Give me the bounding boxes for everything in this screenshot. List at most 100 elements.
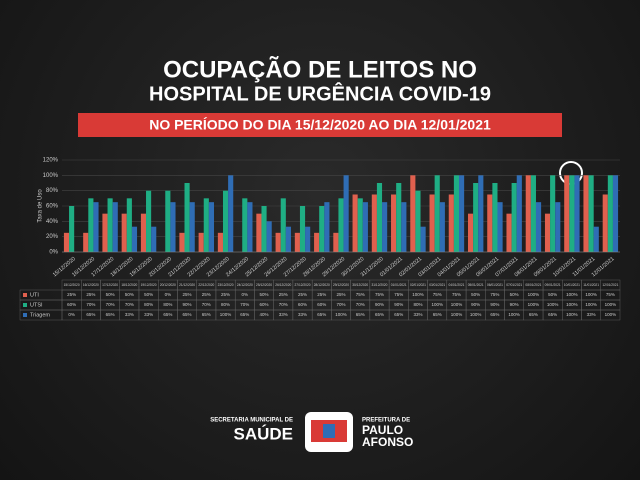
table-value: 100% bbox=[451, 302, 463, 307]
table-value: 25% bbox=[221, 292, 230, 297]
table-value: 25% bbox=[298, 292, 307, 297]
bar bbox=[165, 190, 171, 252]
table-value: 65% bbox=[317, 312, 326, 317]
table-value: 75% bbox=[394, 292, 403, 297]
bar bbox=[478, 175, 484, 252]
table-value: 100% bbox=[431, 302, 443, 307]
table-value: 65% bbox=[183, 312, 192, 317]
footer-text: SAÚDE bbox=[233, 424, 293, 443]
table-value: 100% bbox=[605, 302, 617, 307]
table-value: 80% bbox=[221, 302, 230, 307]
table-value: 25% bbox=[86, 292, 95, 297]
table-value: 40% bbox=[260, 312, 269, 317]
bar bbox=[612, 175, 619, 252]
table-value: 90% bbox=[375, 302, 384, 307]
table-header: 10/01/2021 bbox=[564, 283, 580, 287]
bar bbox=[473, 183, 479, 252]
bar bbox=[376, 183, 383, 252]
y-tick-label: 20% bbox=[46, 234, 59, 240]
table-value: 25% bbox=[317, 292, 326, 297]
bar bbox=[338, 198, 344, 252]
table-header: 28/12/2020 bbox=[314, 283, 330, 287]
bar bbox=[63, 232, 70, 252]
table-value: 100% bbox=[528, 302, 540, 307]
bar bbox=[319, 206, 325, 252]
y-tick-label: 120% bbox=[43, 158, 59, 164]
table-value: 70% bbox=[125, 302, 134, 307]
bar bbox=[121, 213, 127, 252]
bar bbox=[69, 206, 75, 252]
table-value: 90% bbox=[183, 302, 192, 307]
table-header: 15/12/2020 bbox=[64, 283, 80, 287]
bar bbox=[102, 213, 108, 252]
table-value: 90% bbox=[471, 302, 480, 307]
title: OCUPAÇÃO DE LEITOS NO bbox=[163, 55, 477, 83]
table-header: 12/01/2021 bbox=[602, 283, 618, 287]
bar bbox=[439, 202, 445, 252]
bar bbox=[256, 213, 262, 252]
table-value: 50% bbox=[144, 292, 153, 297]
table-value: 75% bbox=[375, 292, 384, 297]
footer-text: SECRETARIA MUNICIPAL DE bbox=[210, 418, 293, 424]
table-header: 25/12/2020 bbox=[256, 283, 272, 287]
bar bbox=[217, 232, 223, 252]
bar bbox=[285, 226, 291, 252]
bar bbox=[544, 213, 551, 252]
table-value: 33% bbox=[413, 312, 422, 317]
table-header: 04/01/2021 bbox=[448, 283, 464, 287]
table-value: 60% bbox=[317, 302, 326, 307]
table-header: 07/01/2021 bbox=[506, 283, 522, 287]
table-header: 08/01/2021 bbox=[525, 283, 541, 287]
bar bbox=[184, 183, 190, 252]
table-value: 65% bbox=[106, 312, 115, 317]
table-value: 25% bbox=[279, 292, 288, 297]
table-value: 80% bbox=[413, 302, 422, 307]
bar bbox=[88, 198, 94, 252]
table-value: 65% bbox=[86, 312, 95, 317]
bar bbox=[511, 183, 517, 252]
bar bbox=[391, 194, 397, 252]
bar bbox=[107, 198, 113, 252]
bar bbox=[247, 202, 253, 252]
y-tick-label: 80% bbox=[46, 188, 59, 194]
bar bbox=[228, 175, 234, 252]
table-value: 90% bbox=[510, 302, 519, 307]
bar bbox=[434, 175, 440, 252]
bar bbox=[126, 198, 132, 252]
bar bbox=[208, 202, 215, 252]
table-value: 75% bbox=[452, 292, 461, 297]
table-value: 50% bbox=[510, 292, 519, 297]
table-value: 65% bbox=[394, 312, 403, 317]
bar bbox=[131, 226, 138, 252]
bar bbox=[324, 202, 330, 252]
table-value: 33% bbox=[279, 312, 288, 317]
bar bbox=[396, 183, 402, 252]
bar bbox=[535, 202, 542, 252]
bar bbox=[362, 202, 368, 252]
table-header: 20/12/2020 bbox=[160, 283, 176, 287]
table-header: 27/12/2020 bbox=[295, 283, 311, 287]
bar bbox=[170, 202, 176, 252]
bar bbox=[382, 202, 388, 252]
table-value: 0% bbox=[68, 312, 75, 317]
table-value: 33% bbox=[298, 312, 307, 317]
table-value: 50% bbox=[548, 292, 557, 297]
table-header: 16/12/2020 bbox=[83, 283, 99, 287]
bar bbox=[564, 175, 570, 252]
table-value: 50% bbox=[471, 292, 480, 297]
table-value: 100% bbox=[585, 302, 597, 307]
table-value: 70% bbox=[202, 302, 211, 307]
bar bbox=[401, 202, 407, 252]
bar bbox=[410, 175, 416, 252]
table-value: 100% bbox=[566, 292, 578, 297]
table-header: 01/01/2021 bbox=[391, 283, 407, 287]
legend-label: Triagem bbox=[30, 312, 50, 318]
bar bbox=[487, 194, 493, 252]
table-header: 31/12/2020 bbox=[372, 283, 388, 287]
y-axis-label: Taxa de Uso bbox=[38, 189, 44, 223]
table-value: 100% bbox=[451, 312, 463, 317]
table-value: 100% bbox=[566, 312, 578, 317]
bar bbox=[305, 226, 311, 252]
table-value: 60% bbox=[67, 302, 76, 307]
table-header: 19/12/2020 bbox=[141, 283, 157, 287]
